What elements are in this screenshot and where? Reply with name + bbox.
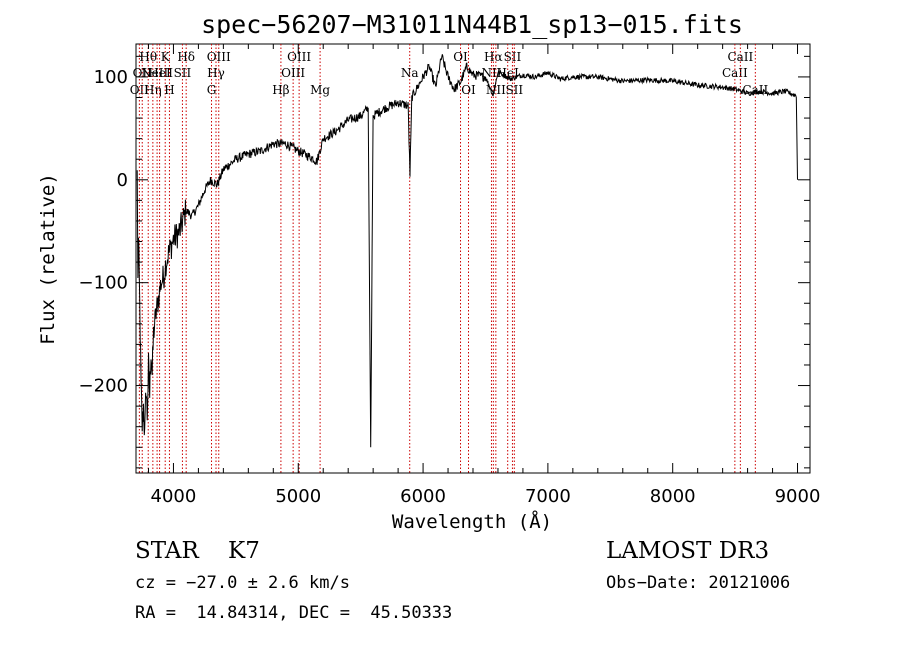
object-class: STAR K7 [135,538,260,564]
x-tick-label: 8000 [650,486,696,507]
line-marker-label: Hδ [177,50,195,64]
x-tick-label: 5000 [275,486,321,507]
spectrum-line [136,54,798,448]
line-markers: OIIOIIHθHηNeIIIHeIKHSIIHδGHγOIIIHβOIIIOI… [130,44,768,473]
plot-frame [135,43,811,474]
spectrum-series [136,54,798,448]
line-marker-label: H [164,83,174,97]
x-tick-label: 4000 [151,486,197,507]
line-marker-label: OI [461,83,476,97]
obs-date: Obs−Date: 20121006 [606,573,791,593]
line-marker-label: Mg [310,83,330,97]
line-marker-label: K [161,50,171,64]
line-marker-label: CaII [727,50,753,64]
line-marker-label: Hβ [272,83,289,97]
line-marker-label: Hη [144,83,162,97]
line-marker-label: NII [481,66,501,80]
y-axis-label: Flux (relative) [37,173,59,345]
y-tick-label: 100 [94,67,128,88]
spectrum-chart: spec−56207−M31011N44B1_sp13−015.fits OII… [37,10,821,533]
line-marker-label: SII [505,83,523,97]
y-tick-label: −200 [79,376,128,397]
x-tick-label: 7000 [525,486,571,507]
line-marker-label: Hθ [139,50,157,64]
redshift-readout: cz = −27.0 ± 2.6 km/s [135,573,350,593]
line-marker-label: OIII [287,50,311,64]
line-marker-label: OI [453,50,468,64]
x-tick-label: 6000 [400,486,446,507]
line-marker-label: SII [174,66,192,80]
line-marker-label: G [207,83,217,97]
x-tick-label: 9000 [775,486,821,507]
line-marker-label: OIII [207,50,231,64]
line-marker-label: HeI [148,66,171,80]
line-marker-label: OIII [281,66,305,80]
y-tick-label: 0 [117,170,128,191]
line-marker-label: Hα [484,50,503,64]
line-marker-label: Na [401,66,419,80]
object-class-value: STAR [135,538,199,564]
axis-ticks: 4000 5000 6000 7000 8000 9000 −200 −100 0 100 [79,44,821,507]
coordinates: RA = 14.84314, DEC = 45.50333 [135,603,453,623]
chart-title: spec−56207−M31011N44B1_sp13−015.fits [201,10,743,39]
line-marker-label: Hγ [207,66,225,80]
line-marker-label: CaII [722,66,748,80]
line-marker-label: SII [504,50,522,64]
survey-name: LAMOST DR3 [606,538,770,564]
line-marker-label: OII [130,83,150,97]
object-subclass: K7 [228,538,260,564]
y-tick-label: −100 [79,273,128,294]
x-axis-label: Wavelength (Å) [392,510,552,533]
